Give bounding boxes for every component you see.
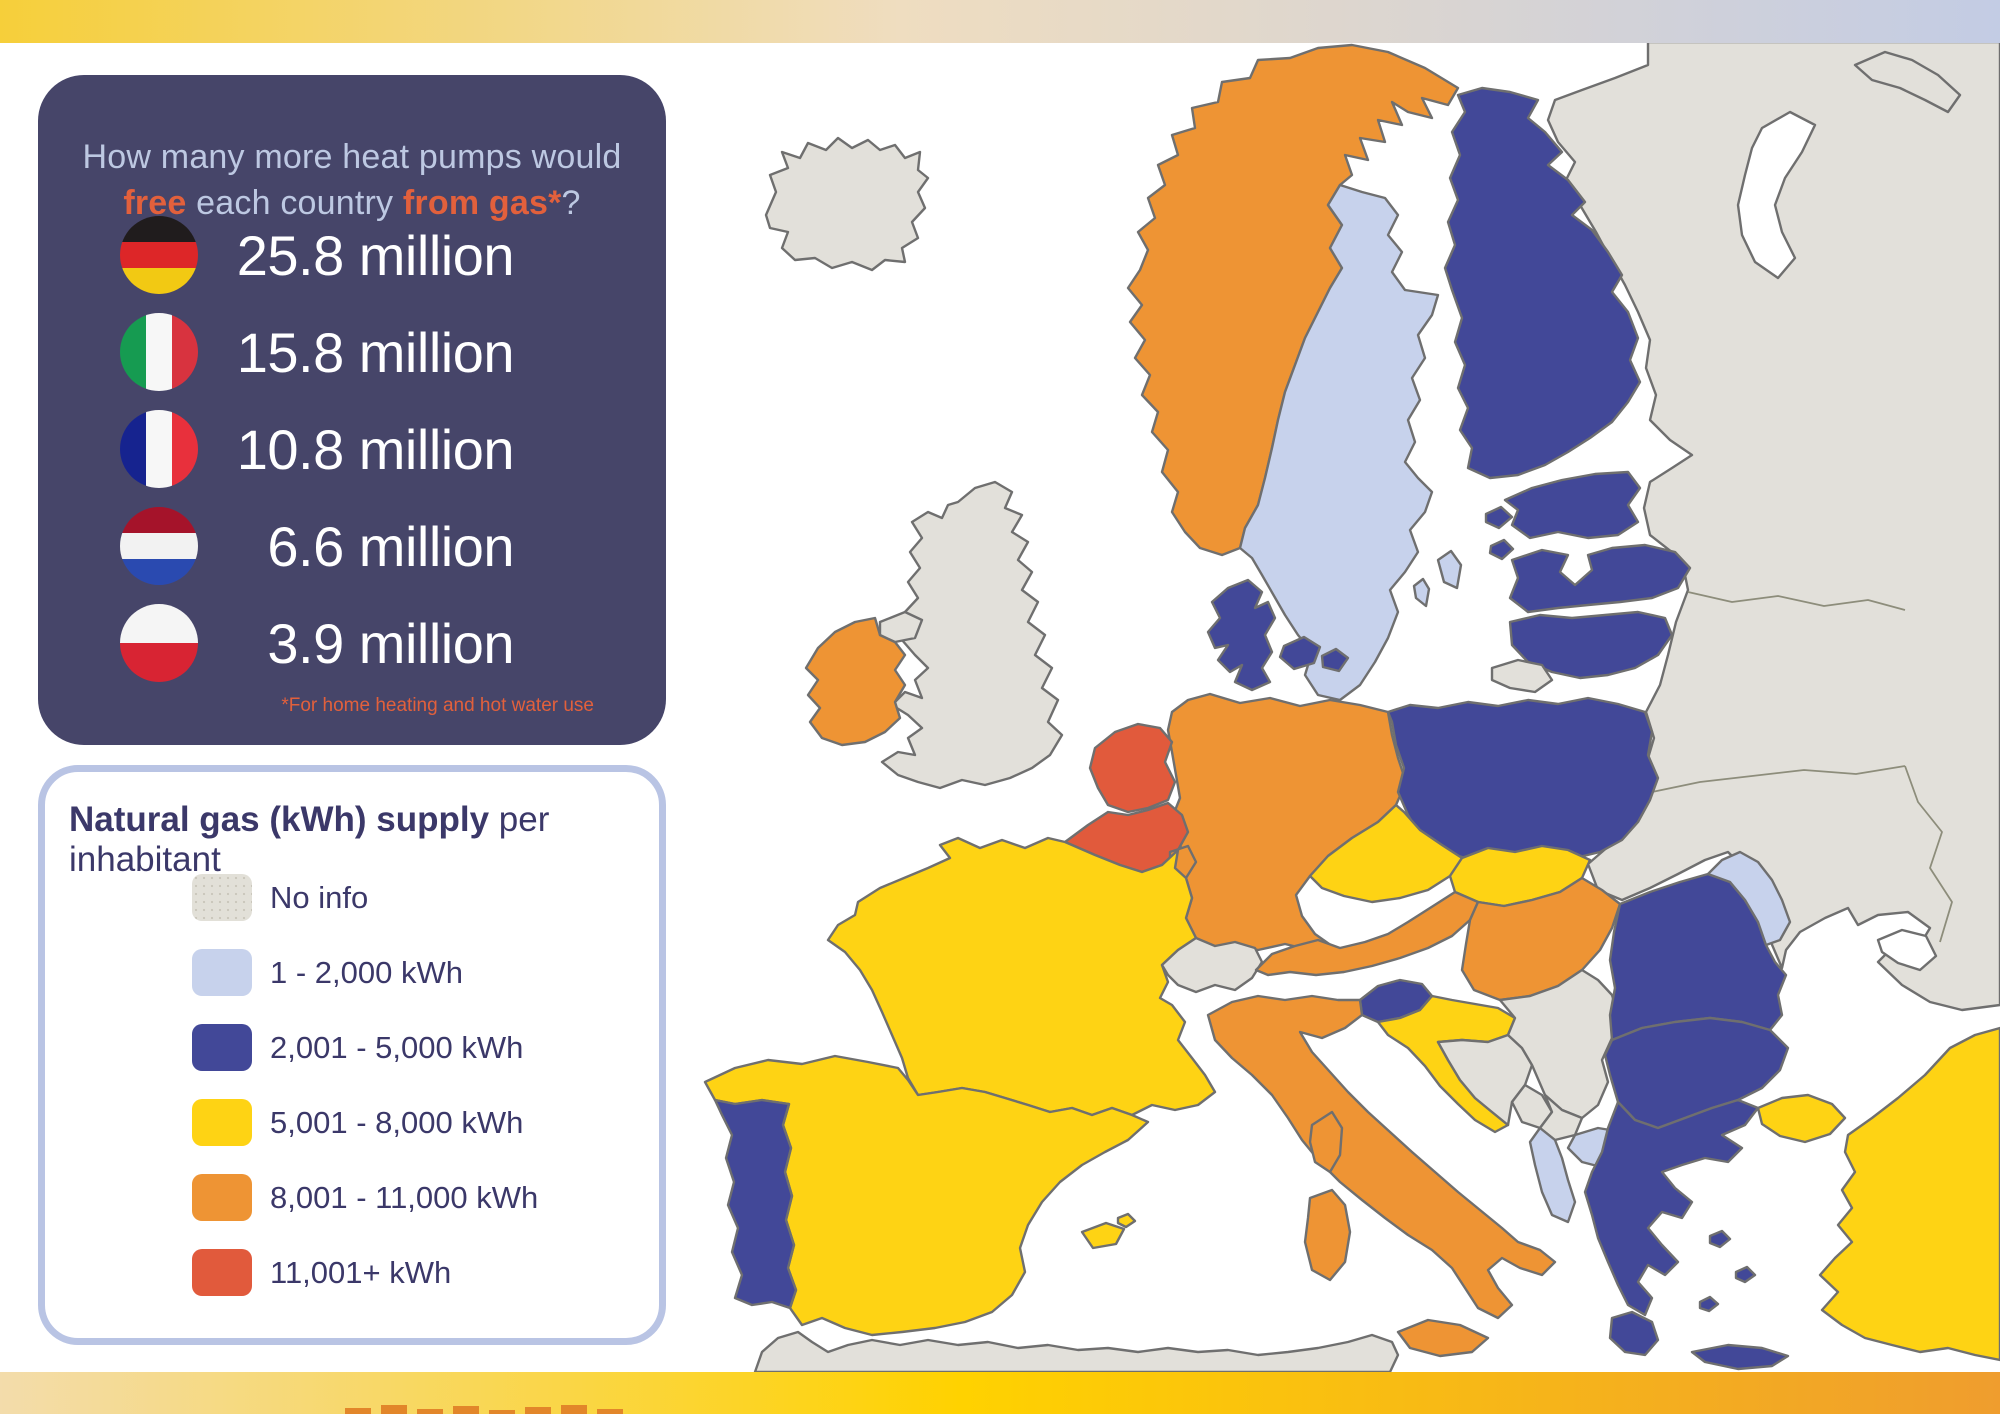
country-corsica	[1308, 1110, 1344, 1174]
france-flag-icon	[120, 410, 198, 488]
legend-title-regular: per inhabitant	[69, 800, 550, 879]
legend-item-band-11001-plus: 11,001+ kWh	[192, 1249, 538, 1296]
country-moldova	[1706, 850, 1792, 947]
country-northern-ireland	[878, 610, 924, 644]
country-denmark	[1206, 578, 1277, 692]
skyline-silhouette	[345, 1404, 725, 1414]
country-crete	[1690, 1343, 1790, 1371]
country-bulgaria	[1603, 1016, 1790, 1130]
country-sicily	[1396, 1318, 1490, 1358]
country-ireland	[804, 616, 907, 747]
panel-title: How many more heat pumps would free each…	[38, 135, 666, 227]
heat-pump-row-netherlands: 6.6 million	[38, 507, 666, 585]
heat-pump-value: 25.8 million	[236, 223, 515, 287]
country-albania	[1528, 1126, 1577, 1224]
heat-pump-row-poland: 3.9 million	[38, 604, 666, 682]
country-peloponnese	[1608, 1310, 1660, 1357]
legend-panel: Natural gas (kWh) supply per inhabitant …	[38, 765, 666, 1345]
country-poland	[1386, 696, 1660, 860]
heat-pump-row-germany: 25.8 million	[38, 216, 666, 294]
title-from-gas-accent: from gas*	[402, 183, 562, 222]
legend-label: 5,001 - 8,000 kWh	[270, 1104, 524, 1140]
legend-swatch-band-1-2000	[192, 949, 252, 996]
country-gotland	[1436, 549, 1463, 590]
legend-item-band-8001-11000: 8,001 - 11,000 kWh	[192, 1174, 538, 1221]
country-finland	[1443, 86, 1642, 480]
legend-title: Natural gas (kWh) supply per inhabitant	[69, 800, 659, 880]
legend-label: No info	[270, 879, 369, 915]
legend-swatch-no-info	[192, 874, 252, 921]
heat-pump-value: 6.6 million	[267, 514, 514, 578]
country-estonian-islands	[1484, 505, 1515, 561]
belarus-russia-border	[1687, 591, 1906, 611]
legend-item-band-2001-5000: 2,001 - 5,000 kWh	[192, 1024, 538, 1071]
white-sea-inlet	[1736, 110, 1817, 280]
legend-title-bold: Natural gas (kWh) supply	[69, 800, 490, 839]
country-danish-islands	[1278, 635, 1350, 673]
country-latvia	[1508, 543, 1692, 614]
country-italy	[1206, 994, 1557, 1320]
title-mid: each country	[186, 183, 403, 222]
country-iceland	[764, 136, 930, 272]
country-kaliningrad	[1490, 658, 1554, 694]
legend-label: 2,001 - 5,000 kWh	[270, 1029, 524, 1065]
legend-swatch-band-11001-plus	[192, 1249, 252, 1296]
country-oland	[1412, 577, 1431, 608]
heat-pump-rows: 25.8 million 15.8 million 10.8 million 6…	[38, 216, 666, 682]
bottom-gradient-bar	[0, 1372, 2000, 1414]
legend-label: 8,001 - 11,000 kWh	[270, 1179, 539, 1215]
country-hungary	[1460, 876, 1622, 1002]
country-germany	[1166, 692, 1408, 952]
country-portugal	[713, 1098, 798, 1310]
country-novaya-zemlya	[1853, 50, 1962, 114]
country-netherlands	[1088, 722, 1177, 814]
legend-label: 11,001+ kWh	[270, 1254, 452, 1290]
legend-label: 1 - 2,000 kWh	[270, 954, 463, 990]
footnote: *For home heating and hot water use	[281, 695, 594, 716]
sea-of-azov-inlet	[1876, 928, 1938, 972]
country-north-africa	[753, 1330, 1400, 1374]
panel-title-line1: How many more heat pumps would	[82, 138, 622, 176]
legend-item-band-5001-8000: 5,001 - 8,000 kWh	[192, 1099, 538, 1146]
country-greece	[1583, 1098, 1760, 1317]
country-sweden	[1238, 183, 1440, 702]
legend-item-no-info: No info	[192, 874, 538, 921]
legend-items: No info 1 - 2,000 kWh 2,001 - 5,000 kWh …	[192, 874, 538, 1296]
top-gradient-bar	[0, 0, 2000, 43]
country-aegean-islands	[1698, 1229, 1757, 1313]
ukraine-russia-border	[1904, 765, 1953, 943]
legend-swatch-band-5001-8000	[192, 1099, 252, 1146]
legend-swatch-band-2001-5000	[192, 1024, 252, 1071]
country-serbia	[1498, 968, 1620, 1120]
heat-pump-value: 10.8 million	[236, 417, 515, 481]
heat-pump-row-italy: 15.8 million	[38, 313, 666, 391]
title-question-mark: ?	[561, 183, 581, 222]
germany-flag-icon	[120, 216, 198, 294]
country-balearics	[1080, 1212, 1137, 1250]
country-sardinia	[1303, 1188, 1352, 1282]
legend-swatch-band-8001-11000	[192, 1174, 252, 1221]
country-czechia	[1308, 803, 1464, 904]
country-estonia	[1503, 470, 1642, 540]
netherlands-flag-icon	[120, 507, 198, 585]
heat-pump-value: 3.9 million	[267, 611, 514, 675]
ukraine-belarus-border	[1651, 765, 1906, 793]
italy-flag-icon	[120, 313, 198, 391]
panel-title-line2: free each country from gas*?	[38, 181, 666, 227]
legend-item-band-1-2000: 1 - 2,000 kWh	[192, 949, 538, 996]
country-france	[826, 836, 1217, 1117]
poland-flag-icon	[120, 604, 198, 682]
heat-pump-panel: How many more heat pumps would free each…	[38, 75, 666, 745]
country-uk	[880, 480, 1064, 790]
heat-pump-row-france: 10.8 million	[38, 410, 666, 488]
country-turkey-anatolia	[1818, 1026, 2000, 1362]
country-kosovo	[1538, 1093, 1584, 1142]
heat-pump-value: 15.8 million	[236, 320, 515, 384]
title-free-accent: free	[123, 183, 187, 222]
country-turkey-europe	[1756, 1093, 1847, 1144]
